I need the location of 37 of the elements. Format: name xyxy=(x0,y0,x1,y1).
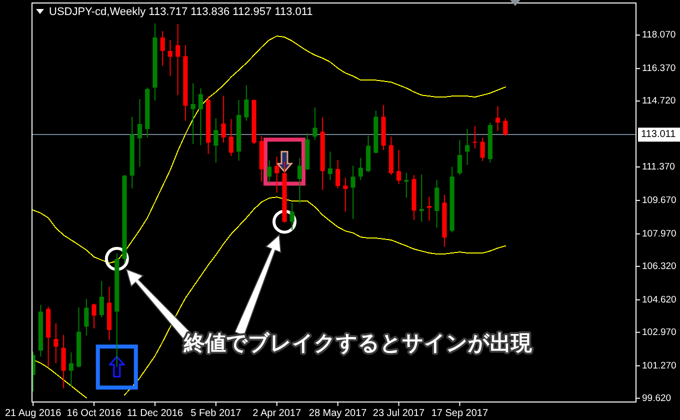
y-tick-label: 114.720 xyxy=(642,96,676,107)
x-tick-label: 5 Feb 2017 xyxy=(190,408,242,419)
y-tick-label: 116.370 xyxy=(642,63,676,74)
candlestick xyxy=(190,83,196,144)
candlestick xyxy=(282,162,287,223)
y-tick-label: 101.270 xyxy=(642,360,676,372)
candlestick xyxy=(381,104,386,150)
x-tick-label: 21 Aug 2016 xyxy=(5,408,62,419)
y-tick-label: 109.670 xyxy=(642,194,676,206)
candlestick xyxy=(404,172,409,198)
candlestick xyxy=(122,175,127,264)
candlestick xyxy=(274,156,280,193)
line-series xyxy=(32,36,506,264)
candlestick xyxy=(442,194,447,247)
candlestick xyxy=(472,126,478,148)
x-tick-label: 23 Jul 2017 xyxy=(372,408,426,419)
y-tick-label: 107.970 xyxy=(642,228,676,240)
ref-line-label: 113.011 xyxy=(641,129,676,140)
candlestick xyxy=(426,196,432,221)
candlestick xyxy=(412,175,416,220)
candlestick xyxy=(252,99,256,144)
chart-title: USDJPY-cd,Weekly 113.717 113.836 112.957 113.011 xyxy=(49,6,313,18)
x-tick-label: 11 Dec 2016 xyxy=(126,408,184,419)
x-tick-label: 17 Sep 2017 xyxy=(431,408,488,419)
y-tick-label: 111.370 xyxy=(642,161,675,172)
y-tick-label: 99.620 xyxy=(642,392,672,404)
candlestick xyxy=(419,174,424,222)
y-tick-label: 118.070 xyxy=(642,30,676,41)
y-tick-label: 102.970 xyxy=(642,326,676,338)
x-tick-label: 16 Oct 2016 xyxy=(66,408,122,419)
y-tick-label: 106.320 xyxy=(642,260,676,272)
x-tick-label: 2 Apr 2017 xyxy=(252,408,302,419)
candlestick xyxy=(176,24,180,96)
candlestick xyxy=(152,23,158,101)
y-tick-label: 104.620 xyxy=(642,294,676,306)
x-tick-label: 28 May 2017 xyxy=(308,408,368,419)
candlestick xyxy=(343,178,348,212)
